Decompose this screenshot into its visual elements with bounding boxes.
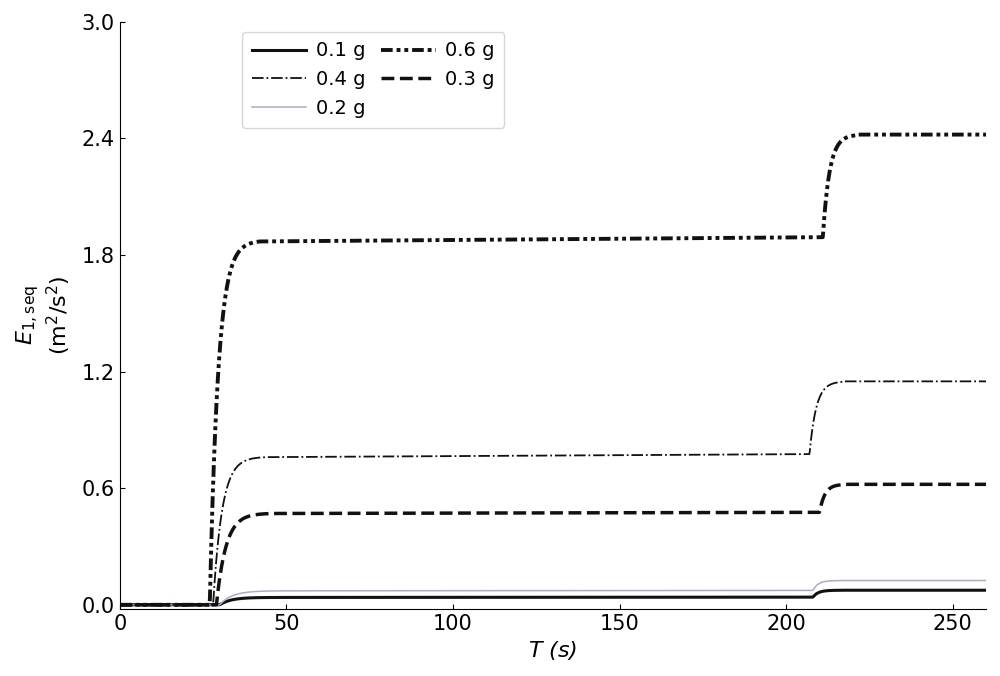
0.2 g	[955, 577, 967, 585]
0.1 g	[980, 586, 992, 594]
0.3 g	[955, 480, 967, 488]
Line: 0.2 g: 0.2 g	[120, 581, 986, 605]
0.2 g	[158, 601, 170, 609]
Line: 0.4 g: 0.4 g	[120, 381, 986, 605]
0.2 g	[980, 577, 992, 585]
Y-axis label: $E_{1,\mathrm{seq}}$
(m$^2$/s$^2$): $E_{1,\mathrm{seq}}$ (m$^2$/s$^2$)	[14, 276, 73, 355]
Legend: 0.1 g, 0.4 g, 0.2 g, 0.6 g, 0.3 g, : 0.1 g, 0.4 g, 0.2 g, 0.6 g, 0.3 g,	[242, 32, 504, 128]
0.1 g	[796, 593, 808, 601]
0.1 g	[955, 586, 967, 594]
0.3 g	[158, 601, 170, 609]
0.1 g	[535, 594, 547, 602]
0.6 g	[158, 601, 170, 609]
0.3 g	[512, 509, 524, 517]
0.2 g	[796, 586, 808, 594]
0.6 g	[851, 130, 863, 139]
Line: 0.1 g: 0.1 g	[120, 590, 986, 605]
0.6 g	[980, 130, 992, 139]
0.2 g	[114, 601, 126, 609]
X-axis label: $T$ (s): $T$ (s)	[528, 639, 578, 662]
0.3 g	[535, 509, 547, 517]
0.6 g	[955, 130, 967, 139]
0.3 g	[796, 508, 808, 516]
0.4 g	[980, 377, 992, 385]
0.4 g	[796, 450, 808, 458]
0.6 g	[512, 235, 524, 243]
0.4 g	[512, 452, 524, 460]
0.4 g	[955, 377, 967, 385]
0.1 g	[512, 594, 524, 602]
0.1 g	[834, 586, 846, 594]
0.6 g	[955, 130, 967, 139]
0.4 g	[837, 377, 849, 385]
0.6 g	[535, 235, 547, 243]
0.3 g	[955, 480, 967, 488]
0.6 g	[114, 601, 126, 609]
0.3 g	[841, 480, 853, 488]
0.6 g	[796, 233, 808, 241]
0.2 g	[834, 577, 846, 585]
0.2 g	[955, 577, 967, 585]
0.4 g	[535, 452, 547, 460]
Line: 0.3 g: 0.3 g	[120, 484, 986, 605]
0.1 g	[955, 586, 967, 594]
0.3 g	[114, 601, 126, 609]
0.1 g	[158, 601, 170, 609]
Line: 0.6 g: 0.6 g	[120, 135, 986, 605]
0.3 g	[980, 480, 992, 488]
0.2 g	[535, 587, 547, 595]
0.2 g	[512, 587, 524, 595]
0.1 g	[114, 601, 126, 609]
0.4 g	[158, 601, 170, 609]
0.4 g	[955, 377, 967, 385]
0.4 g	[114, 601, 126, 609]
